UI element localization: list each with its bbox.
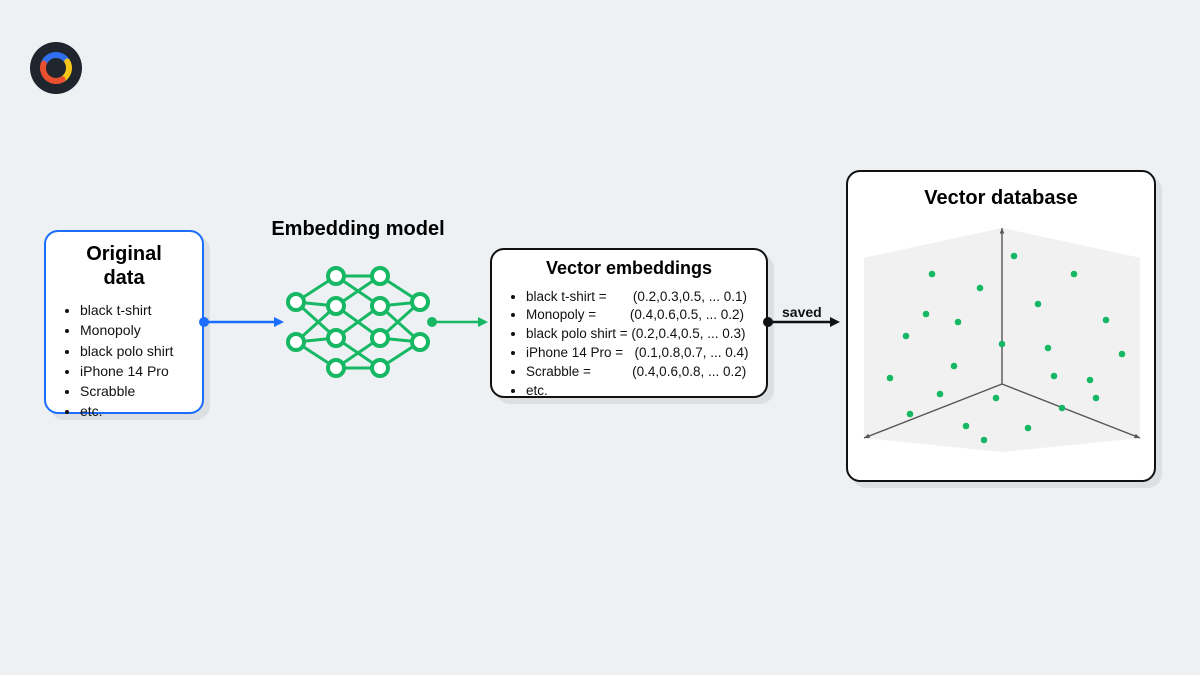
original-data-title: Original data — [58, 242, 190, 290]
embedding-row: Monopoly = (0.4,0.6,0.5, ... 0.2) — [526, 306, 754, 325]
embedding-row: black polo shirt = (0.2,0.4,0.5, ... 0.3… — [526, 325, 754, 344]
brand-logo — [30, 42, 82, 94]
original-data-card: Original data black t-shirtMonopolyblack… — [44, 230, 204, 414]
saved-label: saved — [782, 304, 822, 320]
embedding-model-title: Embedding model — [258, 218, 458, 241]
title-line: Original — [86, 243, 162, 265]
vector-embeddings-card: Vector embeddings black t-shirt = (0.2,0… — [490, 248, 768, 398]
embedding-row: iPhone 14 Pro = (0.1,0.8,0.7, ... 0.4) — [526, 344, 754, 363]
logo-mark — [36, 48, 76, 88]
vector-database-card: Vector database — [846, 170, 1156, 482]
embedding-row: Scrabble = (0.4,0.6,0.8, ... 0.2) — [526, 363, 754, 382]
list-item: iPhone 14 Pro — [80, 361, 190, 381]
list-item: black polo shirt — [80, 341, 190, 361]
title-line: data — [103, 267, 144, 289]
list-item: etc. — [80, 401, 190, 421]
list-item: Monopoly — [80, 320, 190, 340]
list-item: Scrabble — [80, 381, 190, 401]
list-item: black t-shirt — [80, 300, 190, 320]
vector-space-plot — [848, 172, 1158, 484]
original-data-list: black t-shirtMonopolyblack polo shirtiPh… — [58, 300, 190, 422]
embedding-row: black t-shirt = (0.2,0.3,0.5, ... 0.1) — [526, 288, 754, 307]
vector-embeddings-list: black t-shirt = (0.2,0.3,0.5, ... 0.1)Mo… — [504, 288, 754, 401]
embedding-row: etc. — [526, 382, 754, 401]
vector-embeddings-title: Vector embeddings — [504, 258, 754, 280]
